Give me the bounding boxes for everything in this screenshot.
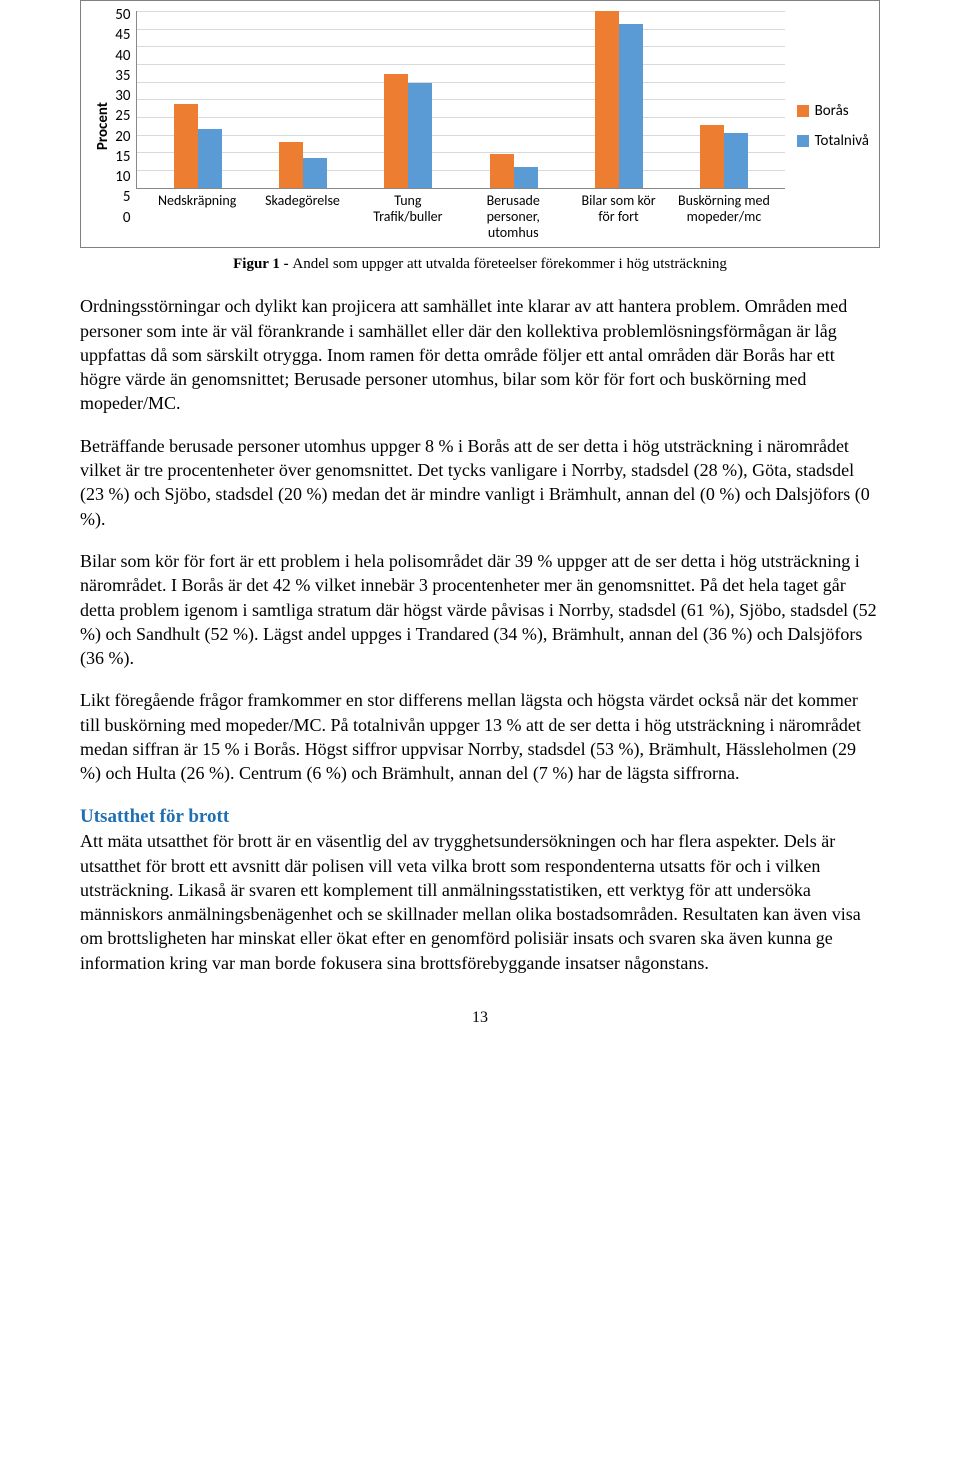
y-tick: 30 [115, 86, 130, 106]
legend-item: Totalnivå [797, 131, 869, 151]
bar-group [595, 11, 643, 187]
legend-item: Borås [797, 101, 869, 121]
y-tick: 50 [115, 5, 130, 25]
bar-group [279, 142, 327, 188]
y-tick: 15 [115, 147, 130, 167]
y-axis-label: Procent [91, 102, 115, 150]
y-axis-ticks: 50454035302520151050 [115, 5, 136, 225]
bar [384, 74, 408, 187]
x-label: TungTrafik/buller [355, 193, 460, 241]
bar-group [490, 154, 538, 188]
legend: Borås Totalnivå [785, 11, 869, 241]
bar [595, 11, 619, 187]
x-label: Nedskräpning [144, 193, 249, 241]
section-heading: Utsatthet för brott [80, 804, 880, 830]
paragraph-3: Bilar som kör för fort är ett problem i … [80, 549, 880, 670]
bar [490, 154, 514, 188]
y-tick: 10 [115, 167, 130, 187]
y-tick: 45 [115, 25, 130, 45]
y-tick: 0 [115, 208, 130, 228]
bar [279, 142, 303, 188]
y-tick: 40 [115, 46, 130, 66]
legend-label: Borås [815, 101, 849, 121]
page-number: 13 [80, 1007, 880, 1029]
x-axis-labels: NedskräpningSkadegörelseTungTrafik/bulle… [136, 189, 784, 241]
y-tick: 35 [115, 66, 130, 86]
paragraph-1: Ordningsstörningar och dylikt kan projic… [80, 294, 880, 415]
bar-chart: Procent 50454035302520151050 Nedskräpnin… [80, 0, 880, 248]
x-label: Skadegörelse [250, 193, 355, 241]
legend-swatch [797, 105, 809, 117]
bar-group [384, 74, 432, 187]
figure-caption: Figur 1 - Andel som uppger att utvalda f… [80, 254, 880, 274]
y-tick: 5 [115, 187, 130, 207]
bar-group [700, 125, 748, 188]
paragraph-2: Beträffande berusade personer utomhus up… [80, 434, 880, 531]
caption-bold: Figur 1 - [233, 256, 292, 272]
x-label: Bilar som körför fort [566, 193, 671, 241]
caption-text: Andel som uppger att utvalda företeelser… [292, 256, 726, 272]
paragraph-5: Att mäta utsatthet för brott är en väsen… [80, 829, 880, 975]
x-label: Buskörning medmopeder/mc [671, 193, 776, 241]
bar-group [174, 104, 222, 188]
bar [700, 125, 724, 188]
x-label: Berusadepersoner,utomhus [461, 193, 566, 241]
plot-area [136, 11, 784, 189]
y-tick: 20 [115, 127, 130, 147]
bar [724, 133, 748, 188]
bar [408, 83, 432, 188]
bar [198, 129, 222, 188]
bar [619, 24, 643, 188]
paragraph-4: Likt föregående frågor framkommer en sto… [80, 688, 880, 785]
legend-label: Totalnivå [815, 131, 869, 151]
y-tick: 25 [115, 106, 130, 126]
legend-swatch [797, 135, 809, 147]
bar [174, 104, 198, 188]
bar [514, 167, 538, 188]
bar [303, 158, 327, 187]
